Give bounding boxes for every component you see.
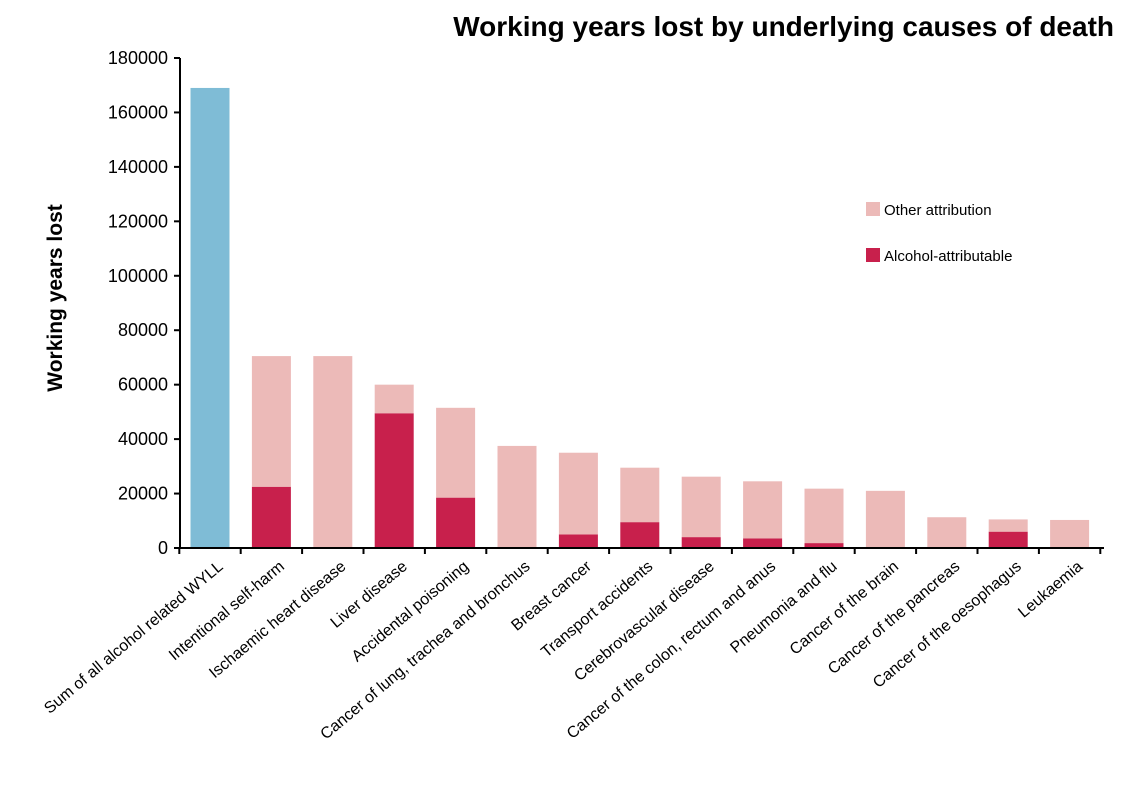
bar-alcohol-attributable-transport-accidents (620, 522, 660, 548)
bar-alcohol-attributable-breast-cancer (558, 534, 598, 548)
legend-label-other-attribution: Other attribution (884, 202, 992, 219)
bar-other-attribution-leukaemia (1050, 519, 1090, 548)
y-axis-title: Working years lost (44, 204, 67, 392)
bar-other-attribution-cancer-of-the-colon-rectum-and-anus (743, 481, 783, 539)
legend-swatch-alcohol-attributable (866, 248, 880, 262)
bar-other-attribution-cancer-of-lung-trachea-and-bronchus (497, 445, 537, 548)
x-tick-label-pneumonia-and-flu: Pneumonia and flu (727, 558, 840, 657)
bar-other-attribution-transport-accidents (620, 467, 660, 523)
bar-alcohol-attributable-cancer-of-the-colon-rectum-and-anus (743, 538, 783, 548)
bar-total-sum-of-all-alcohol-related-wyll (190, 87, 230, 548)
y-tick-label-140000: 140000 (108, 157, 168, 177)
bar-alcohol-attributable-intentional-self-harm (251, 486, 291, 548)
y-tick-label-100000: 100000 (108, 266, 168, 286)
bar-other-attribution-cancer-of-the-brain (865, 490, 905, 548)
x-tick-label-accidental-poisoning: Accidental poisoning (349, 558, 472, 665)
x-tick-label-cancer-of-the-brain: Cancer of the brain (787, 558, 902, 658)
y-tick-label-0: 0 (158, 538, 168, 558)
y-tick-label-20000: 20000 (118, 484, 168, 504)
bar-other-attribution-liver-disease (374, 384, 414, 414)
x-axis: Sum of all alcohol related WYLLIntention… (41, 547, 1104, 743)
bar-other-attribution-cancer-of-the-oesophagus (988, 519, 1028, 532)
bar-other-attribution-cancer-of-the-pancreas (927, 517, 967, 548)
legend: Other attribution Alcohol-attributable (866, 202, 1012, 265)
legend-swatch-other-attribution (866, 202, 880, 216)
y-tick-label-80000: 80000 (118, 320, 168, 340)
bars-group (190, 87, 1090, 548)
legend-label-alcohol-attributable: Alcohol-attributable (884, 248, 1012, 265)
chart-title: Working years lost by underlying causes … (453, 11, 1114, 42)
x-tick-label-transport-accidents: Transport accidents (538, 558, 656, 661)
bar-other-attribution-intentional-self-harm (251, 356, 291, 487)
y-tick-label-180000: 180000 (108, 48, 168, 68)
y-axis: 0 20000 40000 60000 80000 100000 120000 140000 1… (108, 48, 181, 558)
x-tick-label-intentional-self-harm: Intentional self-harm (166, 558, 288, 664)
bar-alcohol-attributable-pneumonia-and-flu (804, 543, 844, 548)
bar-alcohol-attributable-cerebrovascular-disease (681, 537, 721, 548)
y-tick-label-120000: 120000 (108, 211, 168, 231)
y-tick-label-40000: 40000 (118, 429, 168, 449)
bar-other-attribution-cerebrovascular-disease (681, 476, 721, 538)
bar-other-attribution-ischaemic-heart-disease (313, 356, 353, 548)
y-tick-label-160000: 160000 (108, 102, 168, 122)
y-tick-label-60000: 60000 (118, 375, 168, 395)
bar-alcohol-attributable-cancer-of-the-oesophagus (988, 531, 1028, 548)
bar-other-attribution-breast-cancer (558, 452, 598, 535)
bar-alcohol-attributable-liver-disease (374, 413, 414, 548)
x-tick-label-leukaemia: Leukaemia (1015, 558, 1086, 621)
bar-other-attribution-accidental-poisoning (436, 407, 476, 498)
bar-other-attribution-pneumonia-and-flu (804, 488, 844, 544)
bar-alcohol-attributable-accidental-poisoning (436, 497, 476, 548)
